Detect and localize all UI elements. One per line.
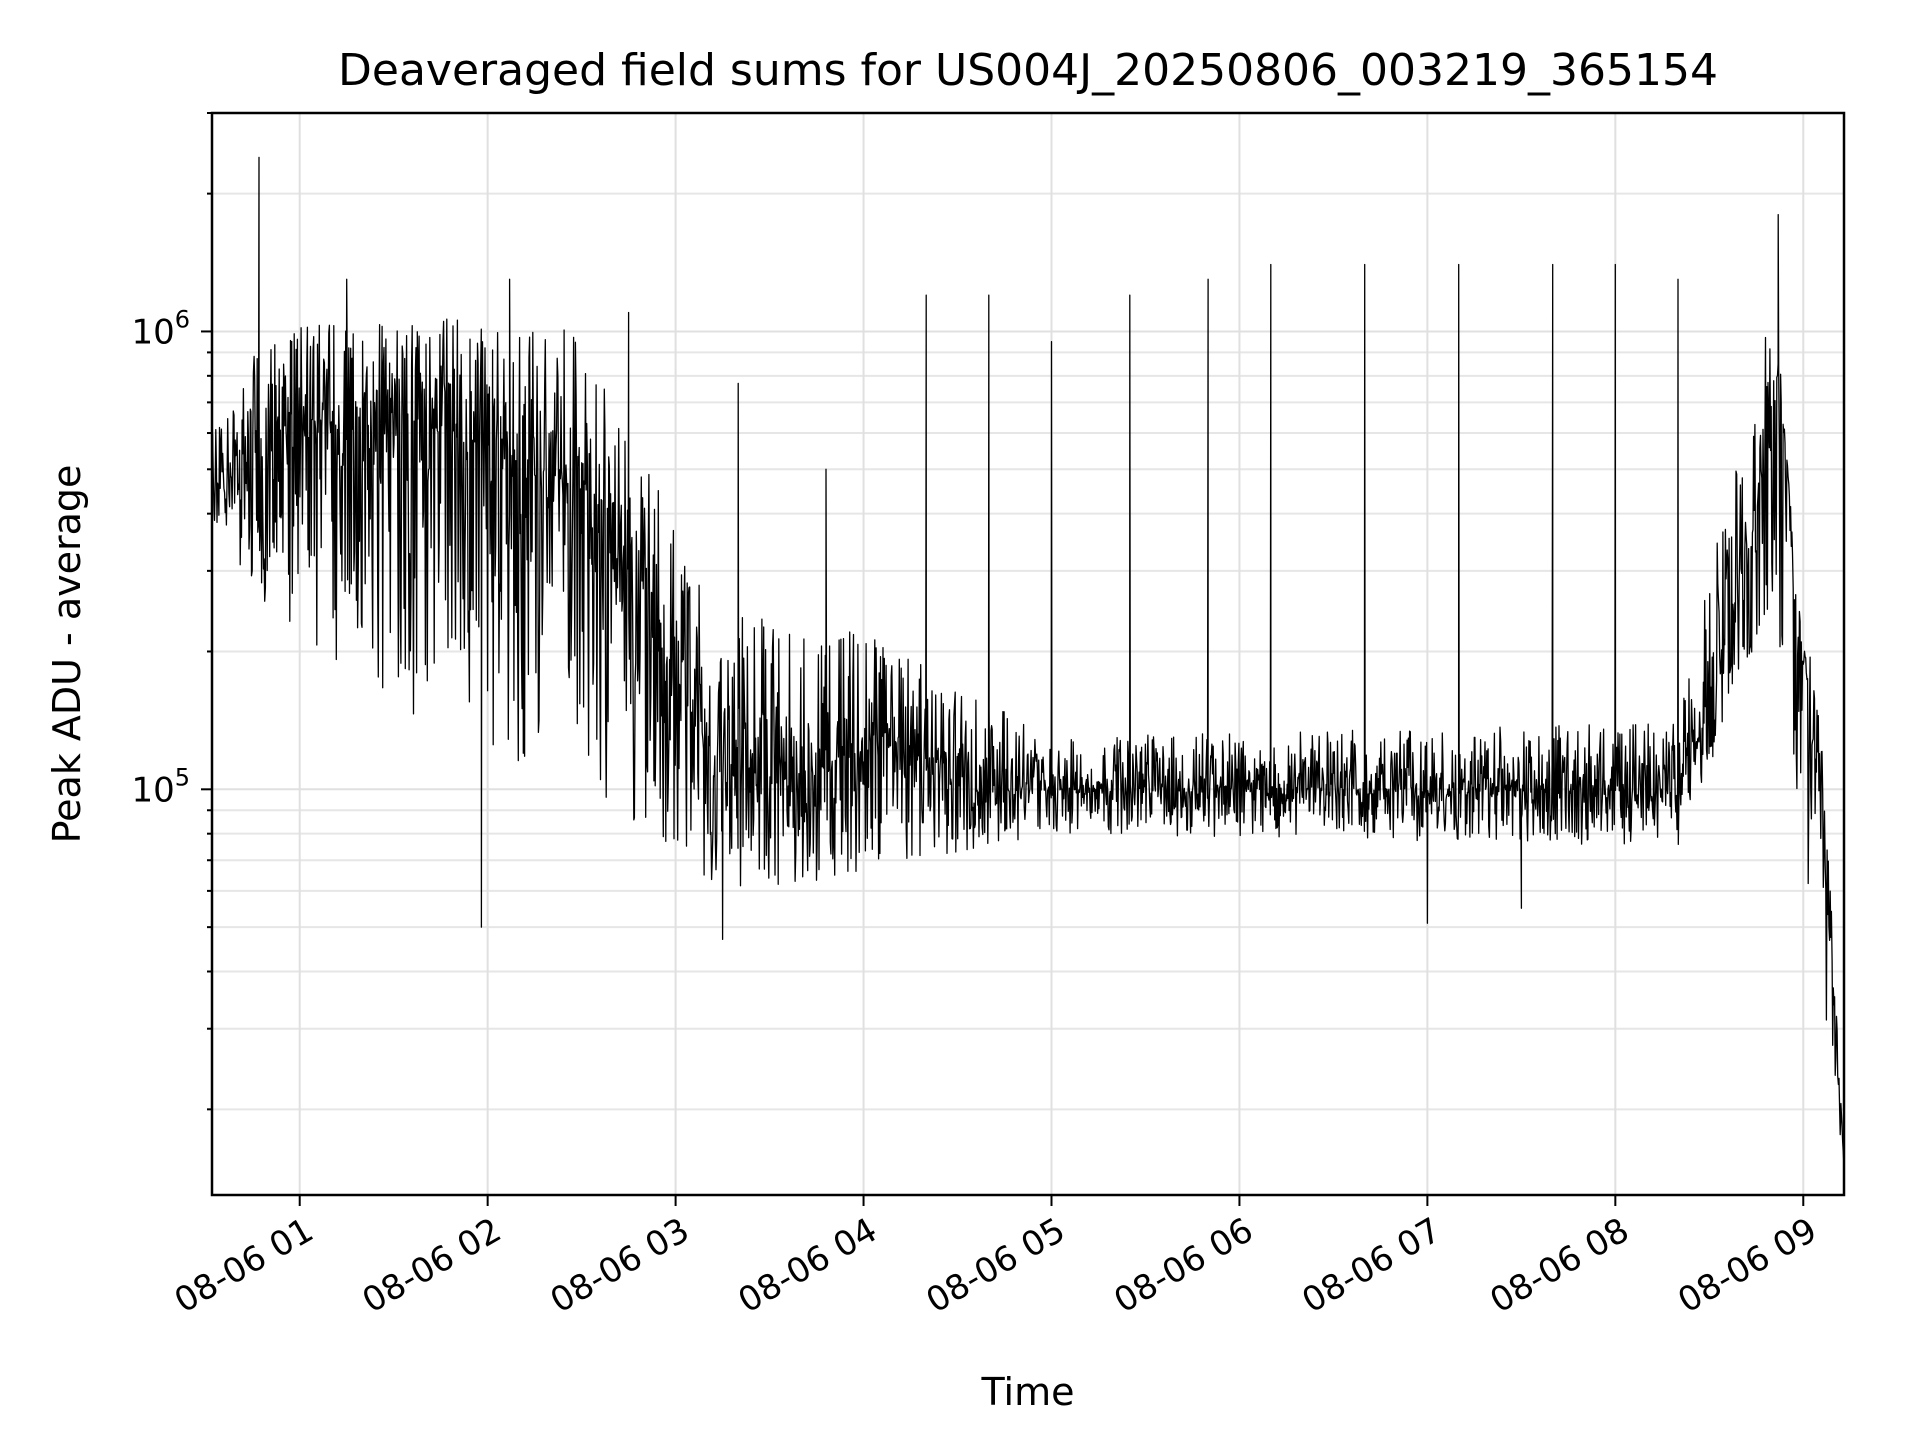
axes-frame (210, 111, 1846, 1197)
plot-area (211, 156, 1845, 1167)
x-axis-label: Time (981, 1370, 1075, 1414)
chart-title: Deaveraged field sums for US004J_2025080… (338, 45, 1718, 96)
y-axis-label: Peak ADU - average (45, 465, 89, 844)
y-tick-label: 105 (131, 763, 190, 810)
series-line (211, 156, 1845, 1167)
y-axis: 105 106 (131, 112, 212, 1111)
y-tick-label: 106 (131, 305, 190, 352)
